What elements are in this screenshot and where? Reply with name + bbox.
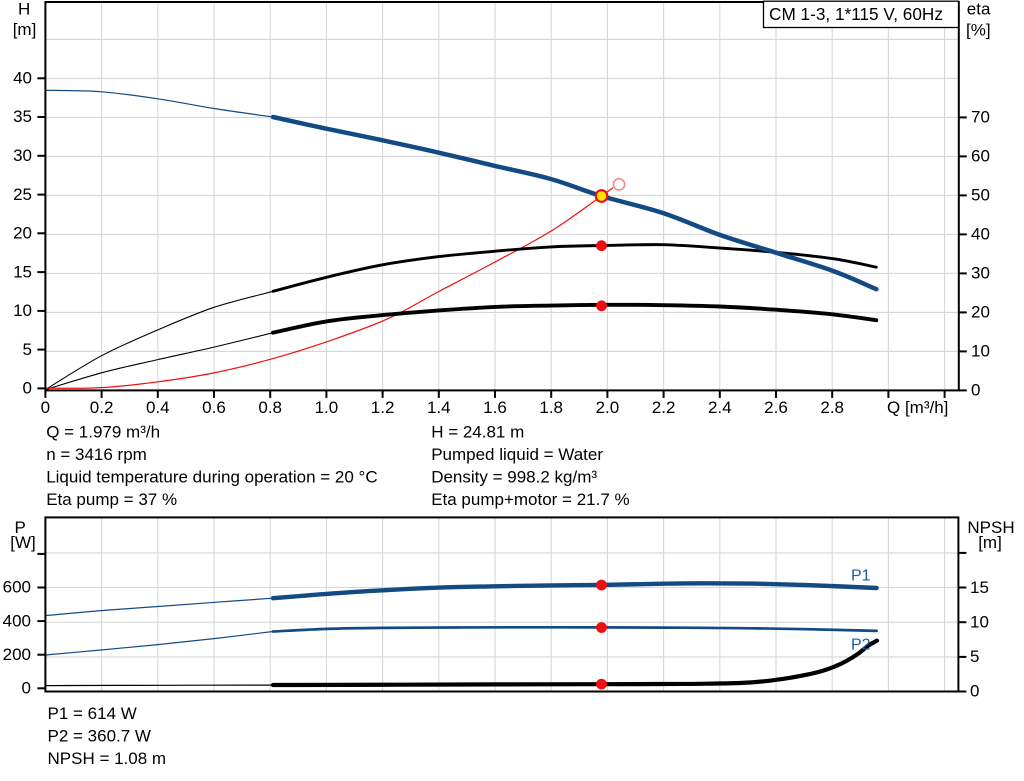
svg-text:30: 30 [13, 146, 32, 165]
svg-text:60: 60 [971, 147, 990, 166]
svg-text:2.0: 2.0 [596, 398, 620, 417]
svg-text:H: H [18, 0, 30, 19]
svg-text:35: 35 [13, 107, 32, 126]
svg-text:1.6: 1.6 [483, 398, 507, 417]
svg-text:Eta pump+motor = 21.7 %: Eta pump+motor = 21.7 % [431, 490, 629, 509]
svg-text:2.2: 2.2 [652, 398, 676, 417]
svg-text:15: 15 [970, 578, 989, 597]
svg-text:CM 1-3, 1*115 V, 60Hz: CM 1-3, 1*115 V, 60Hz [769, 4, 943, 24]
svg-text:2.4: 2.4 [708, 398, 732, 417]
svg-text:n = 3416 rpm: n = 3416 rpm [46, 445, 147, 464]
svg-text:1.8: 1.8 [539, 398, 563, 417]
svg-text:Pumped liquid = Water: Pumped liquid = Water [431, 445, 603, 464]
svg-text:P2 = 360.7 W: P2 = 360.7 W [48, 726, 151, 745]
svg-text:Density = 998.2 kg/m³: Density = 998.2 kg/m³ [431, 468, 597, 487]
svg-text:Q = 1.979 m³/h: Q = 1.979 m³/h [46, 423, 160, 442]
svg-text:10: 10 [13, 301, 32, 320]
svg-text:200: 200 [3, 645, 31, 664]
svg-text:P: P [15, 518, 26, 537]
svg-text:[m]: [m] [978, 533, 1002, 552]
svg-text:0.2: 0.2 [90, 398, 114, 417]
svg-text:5: 5 [970, 647, 979, 666]
svg-text:2.8: 2.8 [820, 398, 844, 417]
svg-text:10: 10 [971, 342, 990, 361]
svg-text:[W]: [W] [10, 533, 36, 552]
svg-text:NPSH: NPSH [967, 518, 1014, 537]
svg-text:2.6: 2.6 [764, 398, 788, 417]
svg-text:1.4: 1.4 [427, 398, 451, 417]
svg-text:Eta pump = 37 %: Eta pump = 37 % [46, 490, 177, 509]
svg-text:P2: P2 [851, 637, 871, 654]
svg-text:600: 600 [3, 578, 31, 597]
svg-text:0: 0 [971, 381, 980, 400]
svg-text:0.4: 0.4 [146, 398, 170, 417]
svg-text:1.0: 1.0 [315, 398, 339, 417]
svg-text:0: 0 [41, 398, 50, 417]
svg-text:50: 50 [971, 186, 990, 205]
svg-text:P1 = 614 W: P1 = 614 W [48, 704, 137, 723]
svg-text:H = 24.81 m: H = 24.81 m [431, 423, 524, 442]
svg-text:Liquid temperature during oper: Liquid temperature during operation = 20… [46, 468, 377, 487]
svg-text:30: 30 [971, 264, 990, 283]
svg-text:20: 20 [971, 303, 990, 322]
svg-text:0: 0 [970, 682, 979, 701]
svg-text:0: 0 [22, 679, 31, 698]
svg-text:eta: eta [967, 0, 991, 19]
svg-text:0.6: 0.6 [202, 398, 226, 417]
svg-text:[m]: [m] [13, 20, 37, 39]
svg-text:Q [m³/h]: Q [m³/h] [887, 398, 948, 417]
svg-text:400: 400 [3, 611, 31, 630]
svg-text:[%]: [%] [966, 21, 991, 40]
svg-text:25: 25 [13, 185, 32, 204]
svg-text:10: 10 [970, 612, 989, 631]
svg-text:15: 15 [13, 262, 32, 281]
svg-text:NPSH = 1.08 m: NPSH = 1.08 m [48, 749, 167, 768]
svg-text:40: 40 [13, 69, 32, 88]
svg-text:40: 40 [971, 225, 990, 244]
svg-text:70: 70 [971, 108, 990, 127]
svg-text:1.2: 1.2 [371, 398, 395, 417]
svg-text:0.8: 0.8 [258, 398, 282, 417]
svg-text:0: 0 [23, 379, 32, 398]
svg-text:P1: P1 [851, 568, 871, 585]
svg-text:5: 5 [23, 340, 32, 359]
svg-text:20: 20 [13, 224, 32, 243]
